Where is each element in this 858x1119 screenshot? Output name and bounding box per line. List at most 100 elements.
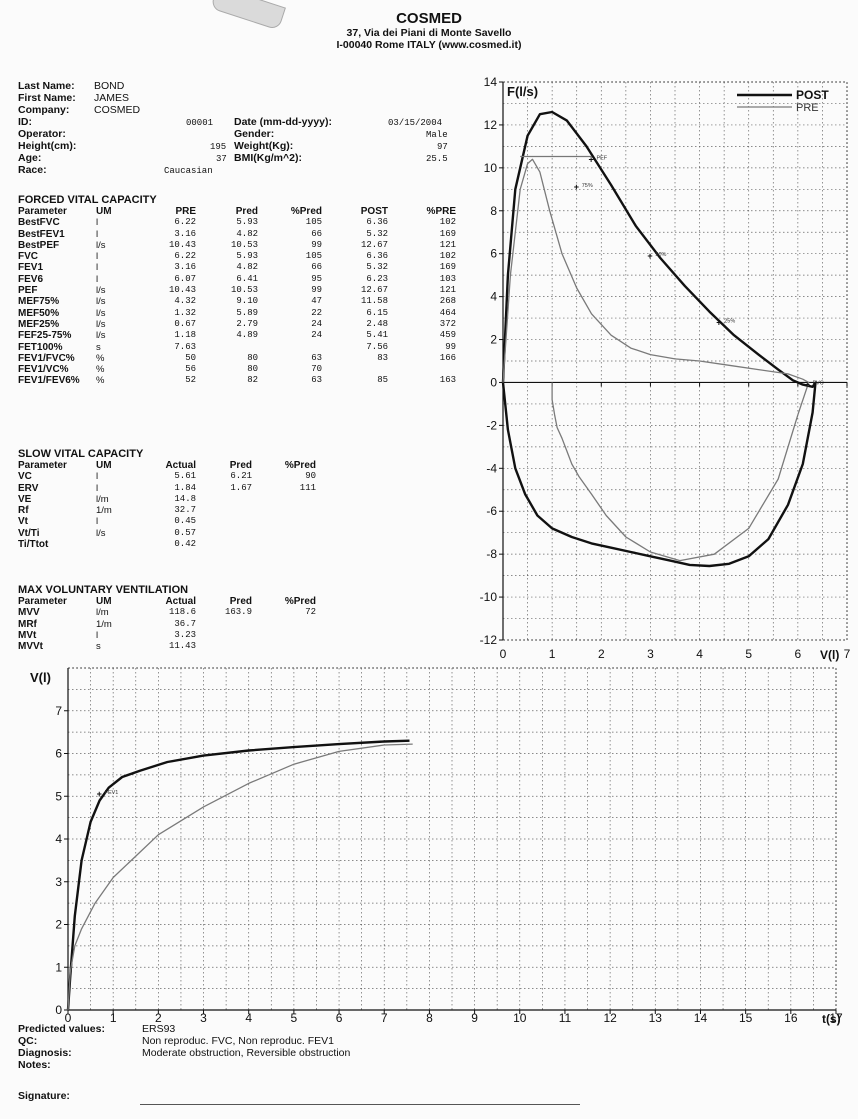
table-cell: % [96, 364, 105, 376]
table-cell: 121 [439, 285, 456, 296]
table-cell: 83 [377, 352, 388, 363]
table-cell: 1/m [96, 505, 112, 517]
mvv-table: Parameter UM Actual Pred %Pred MVV l/m 118.6 16… [18, 596, 316, 652]
parameter-name: MRf [18, 618, 37, 630]
height-value: 195 [210, 142, 227, 152]
parameter-name: FEV1/VC% [18, 364, 69, 376]
id-value: 00001 [186, 118, 214, 128]
table-cell [252, 619, 316, 630]
table-cell: 66 [311, 228, 322, 239]
table-cell: l/m [96, 607, 109, 619]
table-cell: 24 [311, 318, 322, 329]
table-row: MRf 1/m 36.7 [18, 619, 316, 630]
table-cell: l/s [96, 296, 106, 308]
table-cell: 6.36 [366, 217, 388, 228]
parameter-name: VE [18, 493, 32, 505]
table-cell: 4.89 [236, 330, 258, 341]
table-cell [388, 364, 456, 375]
parameter-name: FEV1/FVC% [18, 352, 75, 364]
fv-point-marker: + [574, 182, 579, 192]
table-cell: 0.45 [174, 516, 196, 527]
fvc-col-header: UM [96, 206, 112, 217]
table-cell: 82 [247, 375, 258, 386]
table-cell: 80 [247, 352, 258, 363]
table-cell: l/s [96, 527, 106, 539]
svc-section-title: SLOW VITAL CAPACITY [18, 448, 144, 460]
parameter-name: MVt [18, 629, 37, 641]
fv-y-tick-label: 10 [484, 161, 498, 175]
table-cell: 3.23 [174, 629, 196, 640]
svc-col-header: UM [96, 460, 112, 471]
table-cell [196, 619, 252, 630]
fvc-col-header: Parameter [18, 206, 67, 217]
vt-frame [67, 667, 837, 1011]
predicted-values-label: Predicted values: [18, 1023, 105, 1035]
table-cell: 6.21 [230, 471, 252, 482]
vt-x-tick-label: 14 [694, 1011, 708, 1025]
table-row: MVV l/m 118.6 163.9 72 [18, 607, 316, 618]
table-cell: l/s [96, 239, 106, 251]
table-cell: 1/m [96, 618, 112, 630]
table-cell: 66 [311, 262, 322, 273]
table-cell: 163 [439, 375, 456, 386]
first-name-label: First Name: [18, 92, 76, 104]
mvv-col-header: UM [96, 596, 112, 607]
table-cell: 6.41 [236, 273, 258, 284]
vt-y-tick-label: 1 [55, 960, 62, 974]
fv-series-post [501, 110, 817, 568]
table-cell: 80 [247, 364, 258, 375]
fv-y-tick-label: -2 [486, 418, 497, 432]
svc-col-header: %Pred [284, 460, 316, 471]
mvv-header-row: Parameter UM Actual Pred %Pred [18, 596, 316, 607]
table-cell [322, 364, 388, 375]
table-cell: 10.53 [230, 239, 258, 250]
table-cell: 5.93 [236, 217, 258, 228]
fv-frame [502, 81, 848, 641]
notes-label-wrap: Notes: [18, 1059, 51, 1071]
table-cell: 9.10 [236, 296, 258, 307]
table-row: Vt l 0.45 [18, 516, 316, 527]
table-cell: l/s [96, 307, 106, 319]
table-cell: 118.6 [168, 607, 196, 618]
table-cell: 103 [439, 273, 456, 284]
table-cell: 163.9 [224, 607, 252, 618]
table-row: Rf 1/m 32.7 [18, 505, 316, 516]
gender-value: Male [426, 130, 448, 140]
table-cell: 7.63 [174, 341, 196, 352]
table-cell: 10.43 [168, 285, 196, 296]
table-row: MEF75% l/s 4.32 9.10 47 11.58 268 [18, 296, 456, 307]
vt-y-axis-label: V(l) [30, 670, 51, 685]
table-cell: 6.07 [174, 273, 196, 284]
vt-y-tick-label: 4 [55, 832, 62, 846]
vt-x-tick-label: 17 [829, 1011, 843, 1025]
fv-x-tick-label: 5 [745, 647, 752, 661]
vt-x-tick-label: 4 [245, 1011, 252, 1025]
table-row: MEF50% l/s 1.32 5.89 22 6.15 464 [18, 308, 456, 319]
legend-pre-label: PRE [796, 102, 819, 114]
vt-y-tick-label: 2 [55, 918, 62, 932]
fvc-col-header: Pred [235, 206, 258, 217]
table-cell [196, 630, 252, 641]
table-cell: 0.57 [174, 527, 196, 538]
table-cell [252, 516, 316, 527]
fv-annotation: 50% [655, 252, 666, 258]
table-row: Ti/Ttot 0.42 [18, 539, 316, 550]
mvv-section-title: MAX VOLUNTARY VENTILATION [18, 584, 189, 596]
fv-x-tick-label: 0 [500, 647, 507, 661]
last-name-label: Last Name: [18, 80, 75, 92]
table-cell: l [96, 228, 99, 240]
table-cell: 6.36 [366, 251, 388, 262]
table-cell: 5.41 [366, 330, 388, 341]
table-cell: 5.89 [236, 307, 258, 318]
table-cell: 0.67 [174, 318, 196, 329]
table-cell: % [96, 352, 105, 364]
table-cell: 1.84 [174, 482, 196, 493]
fv-x-tick-label: 4 [696, 647, 703, 661]
fv-y-tick-label: 0 [490, 375, 497, 389]
table-row: MEF25% l/s 0.67 2.79 24 2.48 372 [18, 319, 456, 330]
fv-y-tick-label: 8 [490, 204, 497, 218]
vt-x-tick-label: 5 [291, 1011, 298, 1025]
fvc-col-header: POST [360, 206, 388, 217]
vt-x-tick-label: 12 [603, 1011, 617, 1025]
